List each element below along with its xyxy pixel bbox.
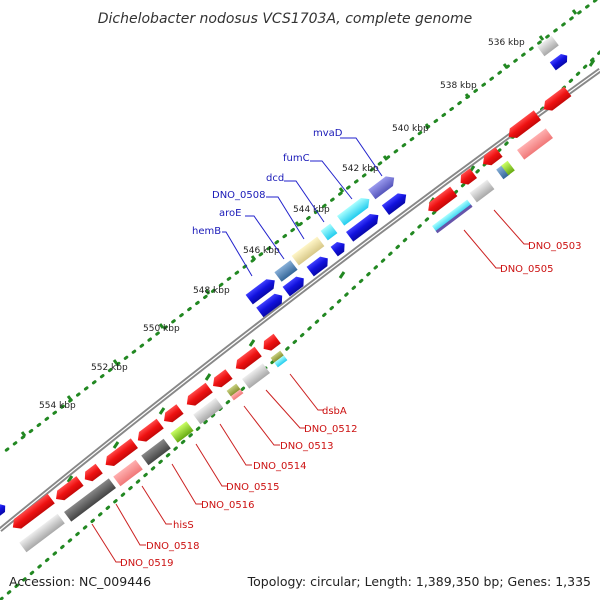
tick-label-546: 546 kbp bbox=[243, 246, 280, 256]
label-DNO_0508[interactable]: DNO_0508 bbox=[212, 190, 266, 201]
accession-text: Accession: NC_009446 bbox=[9, 574, 151, 589]
tick-label-548: 548 kbp bbox=[193, 286, 230, 296]
gene-reverse-l6[interactable] bbox=[134, 418, 164, 445]
gene-dsbA[interactable] bbox=[270, 350, 288, 368]
tick-label-538: 538 kbp bbox=[440, 81, 477, 91]
label-DNO_0515[interactable]: DNO_0515 bbox=[226, 482, 280, 493]
tick-label-550: 550 kbp bbox=[143, 324, 180, 334]
forward-strand-genes bbox=[0, 35, 570, 517]
label-hemB[interactable]: hemB bbox=[192, 226, 221, 237]
gene-reverse-r5[interactable] bbox=[425, 186, 458, 216]
tick-marks-outer bbox=[20, 9, 578, 437]
gene-reverse-l5[interactable] bbox=[160, 404, 184, 426]
gene-gray-topright[interactable] bbox=[537, 35, 559, 57]
tick-label-552: 552 kbp bbox=[91, 363, 128, 373]
genome-summary-text: Topology: circular; Length: 1,389,350 bp… bbox=[247, 574, 591, 589]
gene-forward-outer-5[interactable] bbox=[282, 274, 308, 297]
label-DNO_0519[interactable]: DNO_0519 bbox=[120, 558, 174, 569]
label-fumC[interactable]: fumC bbox=[283, 153, 310, 164]
outer-dotted-arc bbox=[0, 0, 598, 457]
label-dsbA[interactable]: dsbA bbox=[322, 406, 347, 417]
gene-reverse-l3[interactable] bbox=[209, 369, 233, 391]
label-mvaD[interactable]: mvaD bbox=[313, 128, 343, 139]
reverse-strand-genes bbox=[9, 86, 572, 553]
map-title: Dichelobacter nodosus VCS1703A, complete… bbox=[98, 11, 472, 27]
gene-forward-outer-4[interactable] bbox=[306, 254, 332, 277]
label-DNO_0518[interactable]: DNO_0518 bbox=[146, 541, 200, 552]
gene-right-inner-green[interactable] bbox=[501, 160, 515, 176]
leader-lines-blue bbox=[222, 137, 383, 277]
gene-right-inner-gray[interactable] bbox=[469, 179, 495, 203]
gene-reverse-r4[interactable] bbox=[457, 168, 477, 187]
gene-reverse-r3[interactable] bbox=[479, 147, 503, 169]
gene-DNO_0519[interactable] bbox=[19, 513, 65, 553]
gene-hemB[interactable] bbox=[245, 276, 279, 305]
gene-DNO_0512[interactable] bbox=[242, 363, 270, 389]
gene-forward-outer-1[interactable] bbox=[381, 190, 410, 216]
label-aroE[interactable]: aroE bbox=[219, 208, 241, 219]
gene-reverse-r1[interactable] bbox=[540, 86, 572, 115]
gene-reverse-l10[interactable] bbox=[9, 493, 55, 532]
gene-DNO_0505[interactable] bbox=[432, 199, 473, 234]
gene-forward-outer-2[interactable] bbox=[346, 210, 382, 242]
gene-reverse-l2[interactable] bbox=[232, 346, 262, 373]
gene-reverse-r2[interactable] bbox=[505, 110, 541, 141]
gene-hisS[interactable] bbox=[113, 459, 143, 487]
label-DNO_0513[interactable]: DNO_0513 bbox=[280, 441, 334, 452]
label-DNO_0516[interactable]: DNO_0516 bbox=[201, 500, 255, 511]
label-dcd[interactable]: dcd bbox=[266, 173, 284, 184]
gene-DNO_0515[interactable] bbox=[170, 421, 194, 443]
tick-label-554: 554 kbp bbox=[39, 401, 76, 411]
gene-forward-topright[interactable] bbox=[549, 52, 570, 71]
gene-reverse-l1[interactable] bbox=[260, 333, 281, 354]
label-hisS[interactable]: hisS bbox=[173, 520, 194, 531]
gene-reverse-l4[interactable] bbox=[183, 382, 213, 409]
gene-DNO_0516[interactable] bbox=[141, 438, 171, 466]
inner-dotted-arc bbox=[0, 50, 600, 600]
label-DNO_0512[interactable]: DNO_0512 bbox=[304, 424, 358, 435]
label-DNO_0514[interactable]: DNO_0514 bbox=[253, 461, 307, 472]
label-DNO_0505[interactable]: DNO_0505 bbox=[500, 264, 554, 275]
gene-forward-outer-3[interactable] bbox=[330, 239, 349, 257]
gene-mvaD[interactable] bbox=[368, 173, 398, 200]
gene-fumC[interactable] bbox=[337, 194, 373, 226]
tick-label-536: 536 kbp bbox=[488, 38, 525, 48]
gene-forward-outer-6[interactable] bbox=[256, 291, 286, 318]
gene-reverse-l8[interactable] bbox=[81, 463, 103, 484]
tick-label-540: 540 kbp bbox=[392, 124, 429, 134]
gene-reverse-l7[interactable] bbox=[102, 438, 138, 469]
tick-label-544: 544 kbp bbox=[293, 205, 330, 215]
leader-lines-red bbox=[91, 209, 530, 563]
gene-DNO_0518[interactable] bbox=[64, 478, 116, 522]
gene-DNO_0508[interactable] bbox=[291, 236, 325, 266]
gene-right-inner-steel[interactable] bbox=[496, 164, 510, 180]
gene-dcd[interactable] bbox=[320, 223, 338, 241]
gene-DNO_0513[interactable] bbox=[226, 383, 244, 401]
label-DNO_0503[interactable]: DNO_0503 bbox=[528, 241, 582, 252]
gene-forward-left-edge[interactable] bbox=[0, 502, 8, 517]
gene-DNO_0514[interactable] bbox=[193, 397, 223, 425]
gene-DNO_0503[interactable] bbox=[517, 128, 553, 160]
gene-reverse-l9[interactable] bbox=[52, 476, 84, 504]
gene-aroE[interactable] bbox=[274, 260, 298, 282]
tick-label-542: 542 kbp bbox=[342, 164, 379, 174]
